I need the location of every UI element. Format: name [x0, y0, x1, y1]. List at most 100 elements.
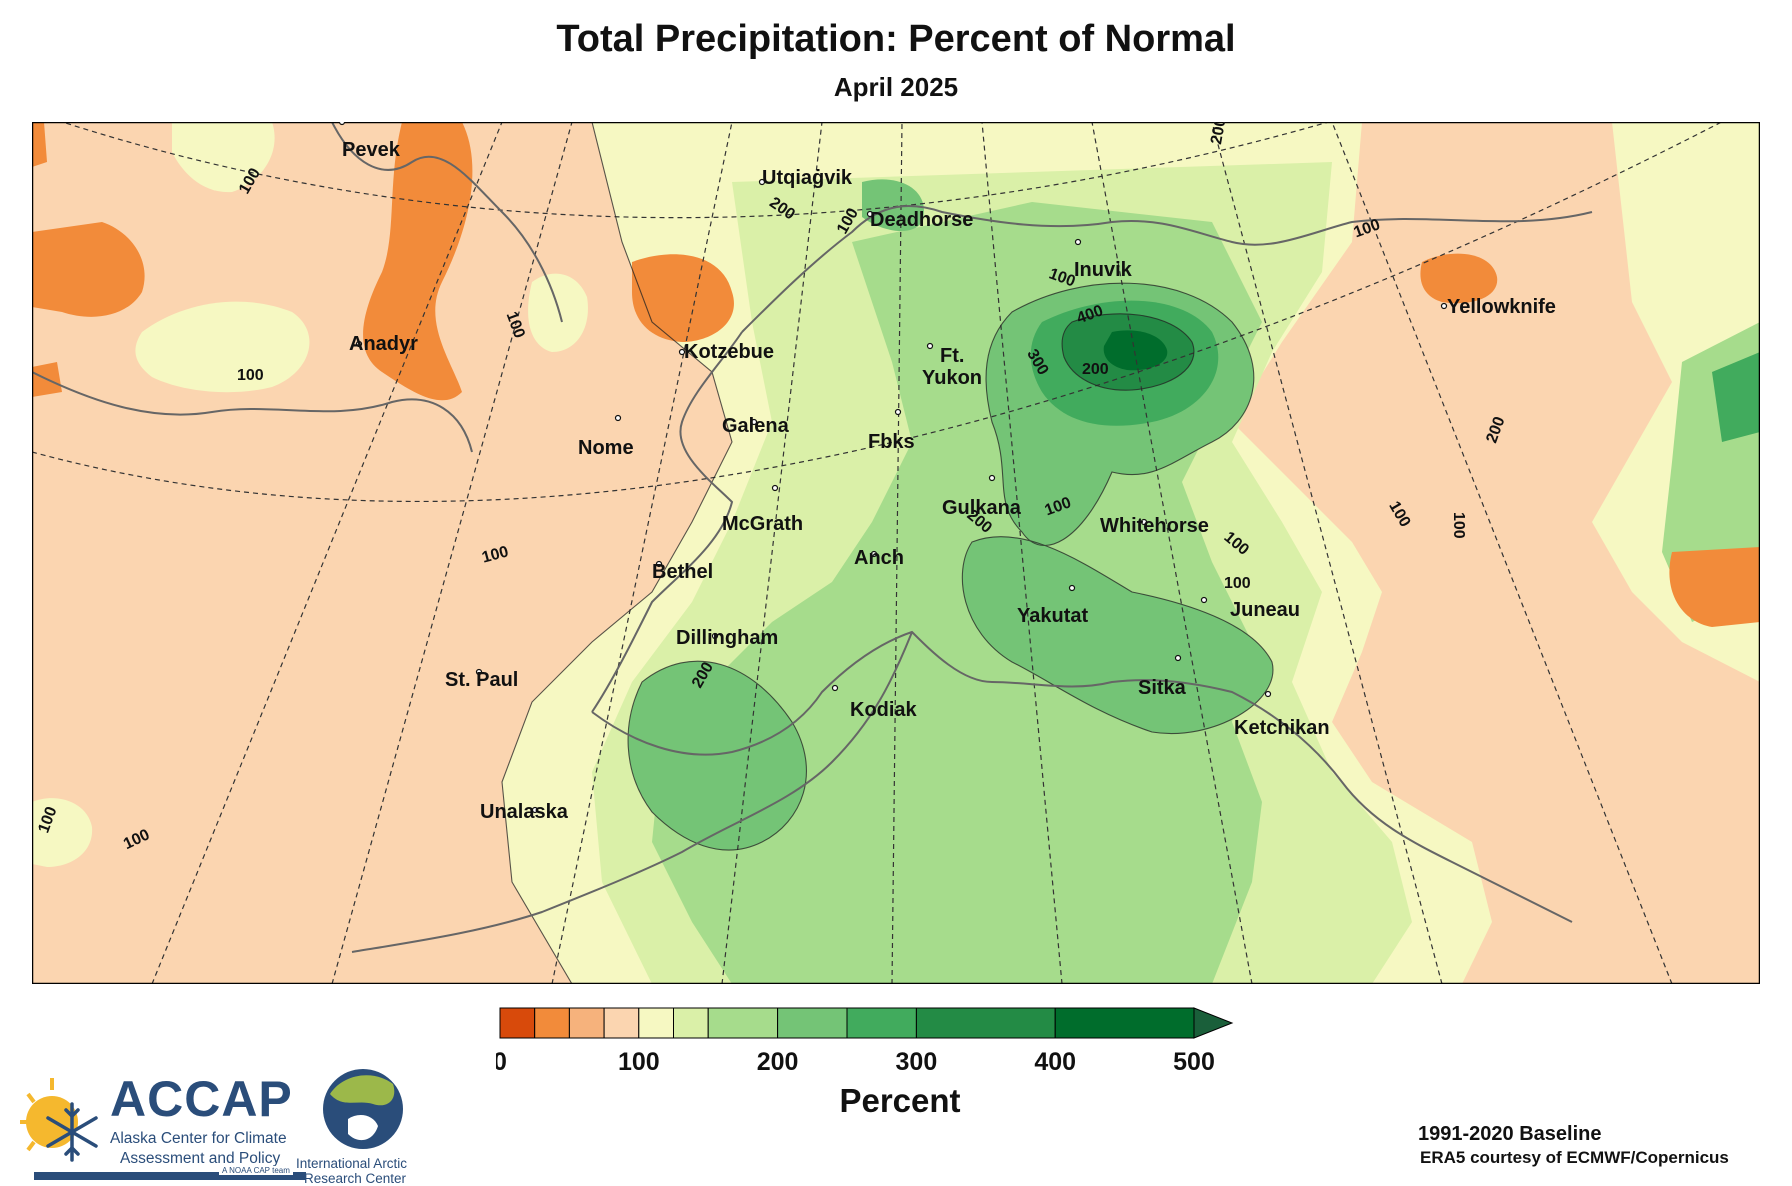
city-label: Anadyr: [349, 333, 418, 355]
contour-value-label: 100: [1224, 575, 1251, 592]
city-label: Ketchikan: [1234, 717, 1330, 739]
city-label: Unalaska: [480, 801, 569, 823]
legend-colorbar: 0 100 200 300 400 500: [496, 1007, 1234, 1076]
accap-line-2: Assessment and Policy: [120, 1150, 281, 1167]
legend-unit-label: Percent: [839, 1082, 961, 1119]
contour-lines: [501, 122, 1274, 984]
city-marker: [711, 632, 719, 640]
city-marker: [866, 210, 874, 218]
legend-tick-label: 100: [618, 1048, 660, 1076]
city-label: Nome: [578, 437, 634, 459]
city-label: Gulkana: [942, 497, 1022, 519]
legend-extend-arrow: [1193, 1007, 1234, 1039]
legend-tick-label: 500: [1173, 1048, 1215, 1076]
legend-bin: [534, 1007, 570, 1039]
legend-tick-label: 300: [896, 1048, 938, 1076]
wet-patch-chukotka-1: [135, 301, 310, 393]
legend-bin: [603, 1007, 640, 1039]
legend-bin: [673, 1007, 709, 1039]
city-label: Inuvik: [1074, 259, 1133, 281]
city-marker: [831, 684, 839, 692]
region-200-250-north: [862, 179, 924, 232]
city-label: Galena: [722, 415, 790, 437]
city-marker: [771, 484, 779, 492]
city-label: Fbks: [868, 431, 915, 453]
baseline-note: 1991-2020 Baseline: [1418, 1123, 1602, 1145]
accap-tagline: A NOAA CAP team: [219, 1166, 293, 1175]
wet-patch-canada: [1612, 498, 1652, 542]
legend-bin: [915, 1007, 1056, 1039]
map-title: Total Precipitation: Percent of Normal: [556, 18, 1236, 60]
precipitation-map: Pevek Anadyr Utqiaġvik Deadhorse Inuvik Yello…: [32, 122, 1760, 984]
accap-logo: ACCAP Alaska Center for Climate Assessme…: [14, 1070, 306, 1180]
city-label: Dillingham: [676, 627, 778, 649]
legend-tick-label: 0: [496, 1048, 507, 1076]
city-label: Ft.: [940, 345, 964, 367]
legend-tick-label: 400: [1034, 1048, 1076, 1076]
city-label: Yakutat: [1017, 605, 1088, 627]
city-marker: [678, 348, 686, 356]
contour-value-label: 200: [1208, 122, 1229, 146]
city-label: Bethel: [652, 561, 713, 583]
contour-value-label: 100: [237, 367, 264, 384]
city-marker: [1440, 302, 1448, 310]
contour-value-label: 200: [1082, 361, 1109, 378]
city-label: Juneau: [1230, 599, 1300, 621]
data-credit: ERA5 courtesy of ECMWF/Copernicus: [1420, 1148, 1729, 1167]
city-marker: [338, 122, 346, 126]
city-label: McGrath: [722, 513, 803, 535]
dry-canada: [1420, 253, 1498, 304]
city-label: Whitehorse: [1100, 515, 1209, 537]
city-marker: [531, 806, 539, 814]
coastlines: [32, 122, 1593, 953]
city-label: Yukon: [922, 367, 982, 389]
city-marker: [1068, 584, 1076, 592]
city-marker: [750, 418, 758, 426]
legend-tick-label: 200: [757, 1048, 799, 1076]
legend-bin: [707, 1007, 779, 1039]
map-subtitle: April 2025: [833, 72, 959, 102]
city-label: Anch: [854, 547, 904, 569]
city-marker: [1074, 238, 1082, 246]
wet-patch-chukotka-3: [172, 122, 275, 193]
city-marker: [926, 342, 934, 350]
city-marker: [894, 408, 902, 416]
city-marker: [475, 668, 483, 676]
city-marker: [355, 340, 363, 348]
legend-bin: [638, 1007, 675, 1039]
dry-pevek: [32, 122, 47, 167]
dry-canada-se: [1669, 547, 1760, 627]
accap-bar: [34, 1172, 306, 1180]
city-label: Pevek: [342, 139, 401, 161]
region-400-500: [1103, 330, 1168, 371]
city-label: Kotzebue: [684, 341, 774, 363]
city-marker: [1140, 518, 1148, 526]
city-label: Kodiak: [850, 699, 918, 721]
iarc-line-1: International Arctic: [296, 1156, 408, 1171]
wet-patch-sw: [32, 798, 93, 867]
accap-line-1: Alaska Center for Climate: [110, 1130, 287, 1147]
legend-bin: [777, 1007, 848, 1039]
city-marker: [988, 474, 996, 482]
city-marker: [1200, 596, 1208, 604]
dry-chukotka-1: [363, 122, 473, 401]
iarc-line-2: Research Center: [304, 1171, 407, 1186]
city-marker: [758, 178, 766, 186]
city-marker: [870, 550, 878, 558]
dry-chukotka-2: [32, 222, 145, 317]
globe-icon: [323, 1069, 403, 1149]
wet-patch-chukotka-2: [528, 273, 588, 352]
contour-value-label: 100: [1450, 512, 1467, 539]
city-label: Sitka: [1138, 677, 1187, 699]
city-marker: [614, 414, 622, 422]
city-label: Utqiaġvik: [762, 167, 853, 189]
city-label: Deadhorse: [870, 209, 973, 231]
graticule: [32, 122, 1723, 984]
legend-bin: [499, 1007, 536, 1039]
accap-wordmark: ACCAP: [110, 1071, 293, 1127]
city-labels: Pevek Anadyr Utqiaġvik Deadhorse Inuvik Yello…: [338, 122, 1556, 823]
city-marker: [655, 560, 663, 568]
legend-bin: [846, 1007, 917, 1039]
dry-chukotka-3: [632, 254, 734, 342]
region-250-300-east: [1712, 352, 1760, 442]
